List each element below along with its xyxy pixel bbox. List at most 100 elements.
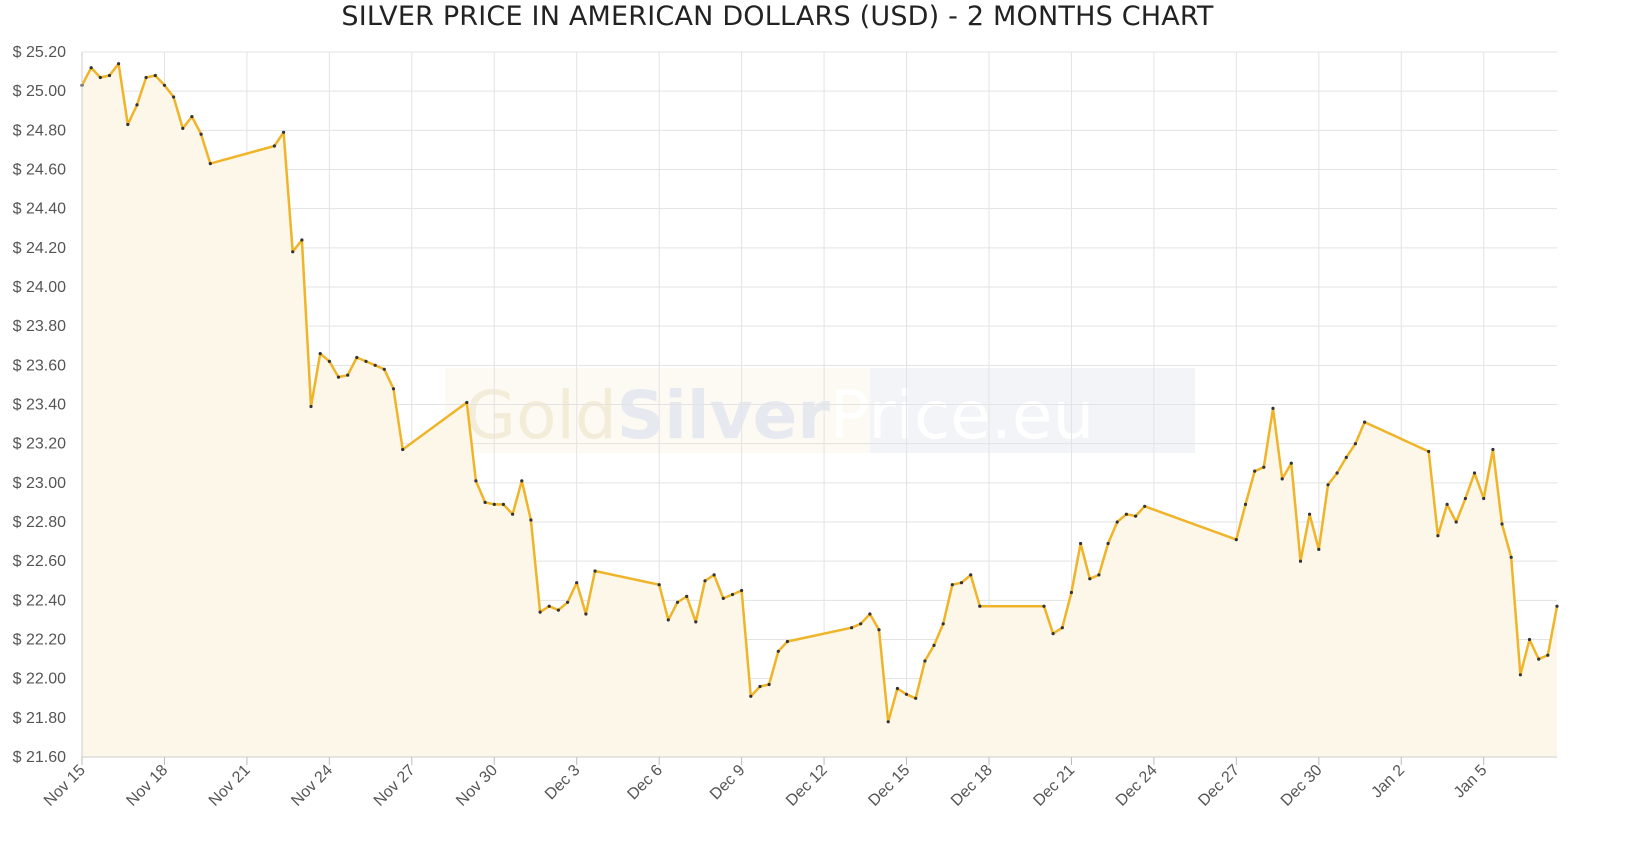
price-point: [1463, 496, 1467, 501]
price-point: [776, 649, 780, 653]
y-tick-label: $ 22.00: [13, 671, 66, 688]
price-point: [282, 130, 286, 134]
y-tick-label: $ 21.60: [13, 749, 66, 766]
y-tick-label: $ 25.20: [13, 44, 66, 61]
price-point: [272, 144, 276, 148]
price-point: [593, 569, 597, 573]
price-point: [1308, 512, 1312, 516]
price-point: [721, 596, 725, 601]
price-point: [318, 352, 322, 356]
price-point: [1271, 406, 1275, 410]
watermark-silver: Silver: [617, 377, 831, 454]
price-point: [1280, 477, 1284, 481]
price-point: [300, 238, 304, 242]
price-point: [309, 404, 313, 409]
price-point: [666, 618, 670, 622]
x-tick-label: Dec 6: [624, 762, 666, 804]
price-point: [501, 502, 505, 506]
price-point: [675, 600, 680, 604]
watermark-gold-box: [445, 368, 870, 453]
price-point: [959, 581, 964, 585]
price-point: [749, 694, 753, 698]
y-tick-label: $ 24.80: [13, 122, 66, 139]
price-point: [391, 387, 396, 391]
x-tick-label: Nov 15: [41, 762, 89, 810]
price-point: [730, 592, 735, 597]
price-point: [1527, 637, 1532, 642]
price-point: [1353, 442, 1357, 446]
price-point: [510, 512, 515, 516]
x-tick-label: Dec 12: [783, 762, 831, 810]
price-point: [1344, 455, 1348, 459]
y-tick-label: $ 24.60: [13, 162, 66, 179]
price-point: [492, 502, 496, 506]
price-point: [172, 95, 176, 99]
y-tick-label: $ 23.80: [13, 318, 66, 335]
x-tick-label: Nov 27: [371, 762, 419, 810]
y-tick-label: $ 23.00: [13, 475, 66, 492]
price-point: [566, 600, 570, 604]
price-point: [355, 355, 359, 360]
price-area-fill: [82, 63, 1557, 757]
price-point: [336, 375, 341, 379]
x-tick-label: Jan 5: [1451, 762, 1491, 802]
price-point: [941, 622, 945, 626]
price-point: [1454, 520, 1458, 524]
price-point: [1482, 496, 1486, 501]
x-tick-label: Dec 3: [542, 762, 584, 804]
price-point: [483, 500, 487, 504]
price-point: [932, 643, 936, 648]
watermark-gold: Gold: [465, 377, 617, 454]
price-point: [346, 373, 350, 377]
price-point: [1115, 520, 1119, 524]
price-point: [1243, 502, 1248, 506]
price-point: [327, 359, 331, 363]
x-tick-label: Dec 30: [1278, 762, 1326, 810]
x-tick-label: Dec 15: [865, 762, 913, 810]
price-point: [162, 83, 167, 87]
price-point: [694, 620, 698, 624]
price-point: [703, 579, 707, 583]
y-tick-label: $ 22.80: [13, 514, 66, 531]
price-point: [850, 626, 854, 630]
watermark-price-box: [870, 368, 1195, 453]
price-point: [1472, 471, 1477, 475]
price-point: [199, 132, 203, 136]
price-point: [1097, 573, 1101, 577]
price-point: [886, 720, 890, 724]
price-point: [1253, 469, 1257, 473]
watermark-price: Price.eu: [830, 377, 1094, 454]
price-point: [1124, 512, 1128, 516]
price-point: [950, 583, 954, 587]
y-tick-label: $ 22.60: [13, 553, 66, 570]
price-point: [117, 62, 121, 66]
price-point: [181, 126, 185, 130]
y-tick-label: $ 24.40: [13, 201, 66, 218]
price-point: [1134, 514, 1138, 518]
price-point: [1500, 522, 1504, 526]
price-point: [153, 73, 157, 78]
price-point: [1546, 653, 1550, 657]
price-point: [1069, 590, 1073, 595]
price-point: [144, 75, 148, 80]
x-tick-label: Dec 27: [1195, 762, 1243, 810]
price-point: [364, 359, 368, 363]
price-point: [584, 612, 588, 616]
price-point: [556, 608, 561, 612]
price-point: [1509, 555, 1513, 559]
price-point: [1537, 657, 1541, 661]
price-point: [758, 684, 762, 689]
x-tick-label: Nov 24: [288, 762, 336, 810]
price-point: [657, 583, 661, 587]
price-point: [1042, 604, 1046, 608]
price-point: [126, 122, 130, 127]
price-point: [190, 115, 194, 119]
price-point: [1143, 504, 1147, 508]
watermark-logo: GoldSilverPrice.eu: [445, 368, 1195, 454]
price-point: [1262, 465, 1266, 469]
x-tick-label: Nov 18: [123, 762, 171, 810]
price-point: [291, 250, 295, 254]
y-tick-label: $ 24.00: [13, 279, 66, 296]
price-point: [895, 686, 900, 691]
